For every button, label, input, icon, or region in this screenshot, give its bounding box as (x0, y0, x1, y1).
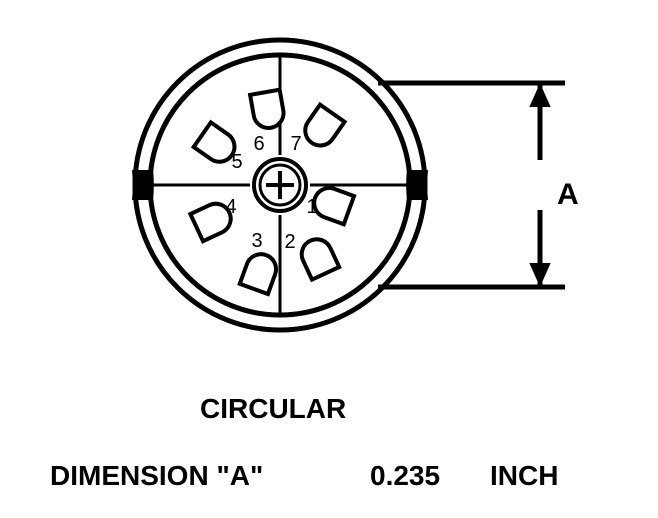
svg-text:3: 3 (251, 230, 262, 252)
dimension-letter: A (557, 178, 579, 212)
svg-text:7: 7 (290, 133, 301, 155)
shape-label: CIRCULAR (200, 393, 346, 425)
dimension-prefix-label: DIMENSION "A" (50, 460, 263, 492)
dimension-value-label: 0.235 (370, 460, 440, 492)
dimension-unit-label: INCH (490, 460, 558, 492)
svg-text:2: 2 (284, 231, 295, 253)
svg-text:6: 6 (253, 133, 264, 155)
diagram-svg: 1234 56 7 (0, 0, 658, 513)
connector-diagram: 1234 56 7 A CIRCULAR DIMENSION "A" 0.235 I… (0, 0, 658, 513)
svg-text:5: 5 (231, 151, 242, 173)
svg-text:1: 1 (306, 196, 317, 218)
svg-text:4: 4 (225, 196, 236, 218)
